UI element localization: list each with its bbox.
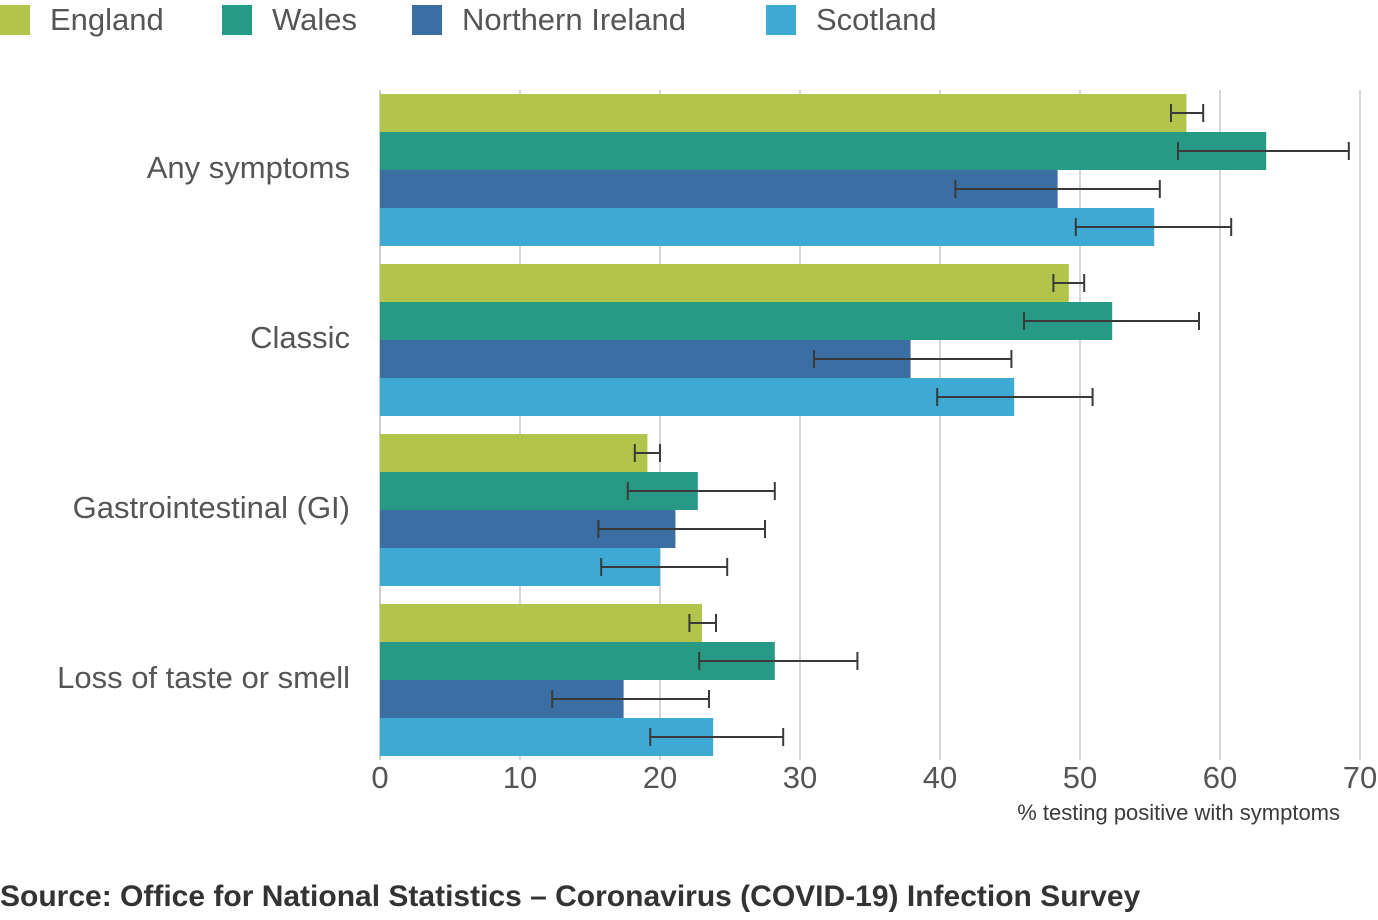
legend-swatch — [766, 5, 796, 35]
error-bar-gastrointestinal-gi-scotland — [600, 558, 729, 576]
legend-item-northern-ireland: Northern Ireland — [412, 0, 686, 40]
legend-item-wales: Wales — [222, 0, 357, 40]
legend-label: England — [50, 2, 164, 37]
category-label-classic: Classic — [250, 320, 350, 355]
x-tick-label-60: 60 — [1203, 760, 1237, 795]
error-bar-classic-scotland — [936, 388, 1094, 406]
error-bar-any-symptoms-england — [1170, 104, 1205, 122]
error-bar-loss-of-taste-or-smell-scotland — [649, 728, 785, 746]
error-bar-loss-of-taste-or-smell-england — [688, 614, 717, 632]
chart: Any symptoms Classic Gastrointestinal (GI)… — [57, 90, 1377, 825]
category-label-gastrointestinal-gi: Gastrointestinal (GI) — [73, 490, 350, 525]
legend: England Wales Northern Ireland Scotland — [0, 0, 1378, 40]
source-note: Source: Office for National Statistics –… — [0, 880, 1141, 913]
error-bar-gastrointestinal-gi-wales — [626, 482, 776, 500]
x-tick-label-40: 40 — [923, 760, 957, 795]
legend-swatch — [0, 5, 30, 35]
error-bar-gastrointestinal-gi-england — [633, 444, 661, 462]
bars — [380, 94, 1267, 756]
error-bar-classic-northern-ireland — [813, 350, 1013, 368]
error-bar-any-symptoms-northern-ireland — [954, 180, 1161, 198]
x-tick-label-0: 0 — [371, 760, 388, 795]
x-tick-label-50: 50 — [1063, 760, 1097, 795]
bar-classic-wales — [380, 302, 1113, 340]
legend-swatch — [412, 5, 442, 35]
bar-any-symptoms-northern-ireland — [380, 170, 1058, 208]
error-bar-classic-wales — [1023, 312, 1200, 330]
error-bar-classic-england — [1052, 274, 1086, 292]
legend-label: Northern Ireland — [462, 2, 687, 37]
x-tick-label-20: 20 — [643, 760, 677, 795]
bar-any-symptoms-scotland — [380, 208, 1155, 246]
category-label-any-symptoms: Any symptoms — [147, 150, 350, 185]
category-label-loss-of-taste-or-smell: Loss of taste or smell — [57, 660, 350, 695]
axes: Any symptoms Classic Gastrointestinal (GI)… — [57, 150, 1377, 825]
error-bar-gastrointestinal-gi-northern-ireland — [597, 520, 766, 538]
bar-classic-england — [380, 264, 1069, 302]
error-bar-loss-of-taste-or-smell-northern-ireland — [551, 690, 710, 708]
bar-any-symptoms-england — [380, 94, 1187, 132]
x-tick-label-10: 10 — [503, 760, 537, 795]
legend-label: Wales — [272, 2, 357, 37]
bar-loss-of-taste-or-smell-england — [380, 604, 702, 642]
x-tick-label-70: 70 — [1343, 760, 1377, 795]
x-axis-title: % testing positive with symptoms — [1017, 800, 1340, 825]
x-tick-label-30: 30 — [783, 760, 817, 795]
error-bar-any-symptoms-scotland — [1074, 218, 1233, 236]
error-bar-any-symptoms-wales — [1177, 142, 1350, 160]
bar-classic-scotland — [380, 378, 1015, 416]
legend-item-scotland: Scotland — [766, 0, 937, 40]
error-bars — [551, 104, 1350, 746]
bar-gastrointestinal-gi-england — [380, 434, 648, 472]
legend-swatch — [222, 5, 252, 35]
legend-label: Scotland — [816, 2, 937, 37]
error-bar-loss-of-taste-or-smell-wales — [698, 652, 859, 670]
legend-item-england: England — [0, 0, 164, 40]
bar-any-symptoms-wales — [380, 132, 1267, 170]
